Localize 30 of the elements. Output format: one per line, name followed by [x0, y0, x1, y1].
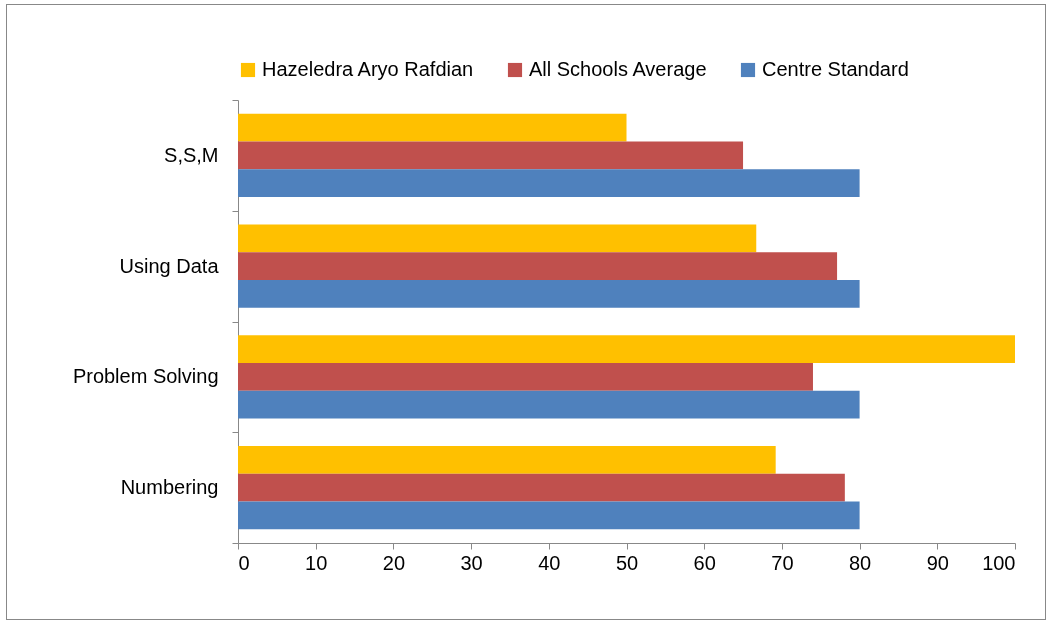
bar: [238, 446, 776, 474]
y-tick-label: S,S,M: [164, 143, 219, 166]
y-tick-label: Problem Solving: [72, 365, 219, 388]
x-tick-label: 0: [238, 551, 250, 574]
bar: [238, 501, 860, 530]
bar: [238, 473, 845, 502]
bar: [238, 363, 813, 391]
bar: [238, 279, 860, 308]
x-tick-label: 60: [693, 551, 716, 574]
legend-label: All Schools Average: [529, 58, 707, 80]
x-tick-label: 90: [926, 551, 949, 574]
x-tick-label: 70: [771, 551, 794, 574]
bar: [238, 224, 757, 253]
y-tick-label: Using Data: [119, 254, 220, 277]
x-tick-label: 80: [848, 551, 872, 574]
bar: [238, 252, 838, 280]
legend-label: Centre Standard: [762, 58, 909, 80]
x-tick-label: 10: [305, 551, 328, 574]
bar: [238, 141, 744, 170]
legend-label: Hazeledra Aryo Rafdian: [262, 58, 474, 80]
bar: [238, 390, 860, 419]
x-tick-label: 20: [382, 551, 406, 574]
bar: [238, 169, 860, 197]
x-tick-label: 50: [615, 551, 639, 574]
bar: [238, 335, 1015, 364]
x-tick-label: 100: [982, 551, 1016, 574]
y-tick-label: Numbering: [120, 476, 219, 499]
bar: [238, 113, 627, 142]
x-tick-label: 40: [538, 551, 561, 574]
x-tick-label: 30: [460, 551, 483, 574]
